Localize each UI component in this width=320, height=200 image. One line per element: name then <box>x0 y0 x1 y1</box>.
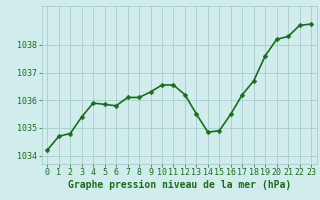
X-axis label: Graphe pression niveau de la mer (hPa): Graphe pression niveau de la mer (hPa) <box>68 180 291 190</box>
